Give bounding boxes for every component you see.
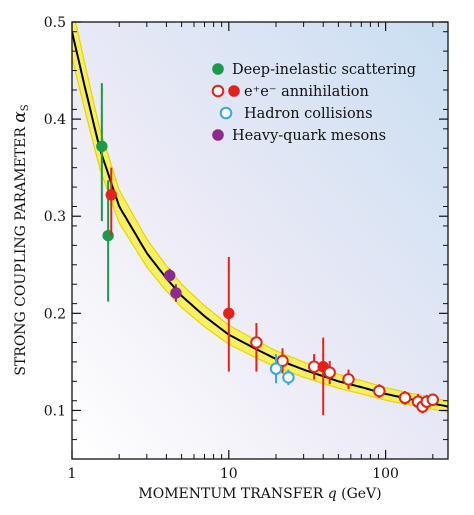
point-marker: [250, 336, 263, 349]
legend-marker-filled: [228, 85, 240, 97]
legend-marker: [212, 129, 224, 141]
data-point: [342, 369, 355, 390]
y-axis-title-subscript: S: [20, 104, 31, 111]
y-tick-label: 0.1: [44, 403, 66, 419]
legend-marker-open: [211, 84, 225, 98]
legend-label: Hadron collisions: [244, 106, 373, 122]
legend-entry: Deep-inelastic scattering: [212, 62, 416, 78]
y-axis-title: STRONG COUPLING PARAMETER αS: [10, 104, 31, 375]
x-axis-title-unit: (GeV): [337, 486, 382, 502]
point-marker: [105, 189, 117, 201]
point-marker: [276, 354, 289, 368]
x-tick-label: 10: [220, 466, 238, 482]
legend-marker: [219, 106, 233, 120]
x-axis-title-main: MOMENTUM TRANSFER: [138, 486, 327, 502]
point-marker: [223, 307, 235, 320]
data-point: [170, 284, 182, 302]
y-axis-title-variable: α: [10, 111, 30, 123]
data-point: [223, 257, 235, 372]
data-points: [96, 83, 440, 416]
svg-text:STRONG COUPLING PARAMETER αS: STRONG COUPLING PARAMETER αS: [10, 104, 31, 375]
data-point: [282, 369, 295, 386]
data-point: [250, 323, 263, 372]
x-axis-title-variable: q: [328, 486, 337, 502]
x-axis-title: MOMENTUM TRANSFER q (GeV): [138, 486, 381, 502]
point-marker: [398, 391, 412, 405]
legend-entry: Heavy-quark mesons: [212, 128, 386, 144]
legend-label: e⁺e⁻ annihilation: [244, 84, 369, 100]
legend-entry: Hadron collisions: [219, 106, 373, 122]
point-marker: [269, 362, 283, 375]
legend-label: Deep-inelastic scattering: [232, 62, 416, 78]
data-point: [105, 167, 117, 236]
y-tick-label: 0.3: [44, 209, 66, 225]
legend-label: Heavy-quark mesons: [232, 128, 386, 144]
legend-entry: e⁺e⁻ annihilation: [211, 84, 369, 100]
x-tick-label: 1: [68, 466, 77, 482]
point-marker: [323, 366, 336, 379]
data-point: [164, 268, 176, 283]
data-point: [373, 384, 386, 398]
point-marker: [426, 393, 440, 406]
fit-curve: [72, 31, 448, 408]
data-point: [398, 391, 412, 405]
data-point: [269, 354, 283, 384]
point-marker: [342, 373, 355, 386]
axis-ticks: 0.1 0.2 0.3 0.4 0.5 1 10 100: [44, 15, 448, 482]
point-marker: [282, 371, 295, 384]
point-marker: [373, 384, 386, 398]
y-axis-title-main: STRONG COUPLING PARAMETER: [13, 123, 29, 376]
point-marker: [170, 287, 182, 299]
band-edge-lower: [72, 57, 448, 413]
legend: Deep-inelastic scattering e⁺e⁻ annihilati…: [211, 62, 416, 144]
data-point: [276, 348, 289, 374]
x-tick-label: 100: [372, 466, 399, 482]
y-tick-label: 0.2: [44, 306, 66, 322]
plot-frame: [71, 21, 449, 460]
legend-marker: [212, 63, 224, 75]
data-point: [96, 83, 108, 222]
data-point: [426, 393, 440, 406]
data-point: [323, 360, 336, 385]
point-marker: [164, 269, 176, 282]
svg-text:MOMENTUM TRANSFER q (GeV): MOMENTUM TRANSFER q (GeV): [138, 486, 381, 502]
y-tick-label: 0.4: [44, 112, 66, 128]
y-tick-label: 0.5: [44, 15, 66, 31]
point-marker: [96, 140, 108, 153]
